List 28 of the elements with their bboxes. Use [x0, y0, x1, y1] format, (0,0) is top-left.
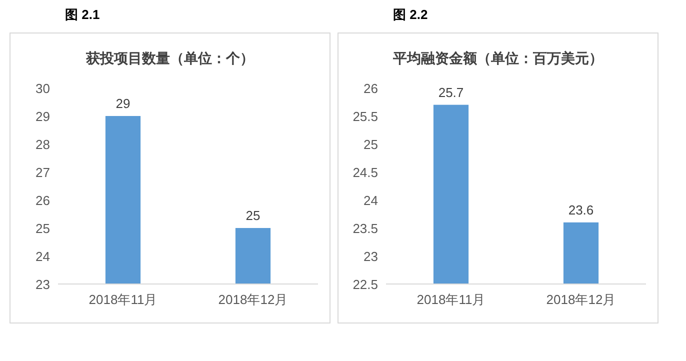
y-tick-label: 25	[364, 137, 378, 152]
y-tick-label: 23	[364, 249, 378, 264]
x-tick-label: 2018年11月	[88, 292, 158, 307]
y-tick-label: 28	[36, 137, 50, 152]
y-tick-label: 22.5	[352, 277, 378, 292]
y-tick-label: 23.5	[352, 221, 378, 236]
y-tick-label: 24	[36, 249, 50, 264]
y-tick-label: 26	[36, 193, 50, 208]
caption: 图 2.1	[65, 7, 100, 22]
y-tick-label: 29	[36, 109, 50, 124]
y-tick-label: 25.5	[352, 109, 378, 124]
y-tick-label: 24.5	[352, 165, 378, 180]
y-tick-label: 25	[36, 221, 50, 236]
data-label: 25.7	[438, 84, 464, 100]
y-tick-label: 27	[36, 165, 50, 180]
y-tick-label: 26	[364, 81, 378, 96]
y-tick-label: 23	[36, 277, 50, 292]
y-tick-label: 24	[364, 193, 378, 208]
x-tick-label: 2018年11月	[416, 292, 486, 307]
y-tick-label: 30	[36, 81, 50, 96]
data-label: 29	[116, 96, 130, 111]
caption: 图 2.2	[393, 7, 428, 22]
x-tick-label: 2018年12月	[218, 292, 288, 307]
x-tick-label: 2018年12月	[546, 292, 616, 307]
chart-title: 平均融资金额（单位：百万美元）	[392, 50, 603, 66]
data-label: 23.6	[568, 202, 594, 218]
data-label: 25	[246, 208, 260, 223]
chart-title: 获投项目数量（单位：个）	[85, 50, 254, 66]
